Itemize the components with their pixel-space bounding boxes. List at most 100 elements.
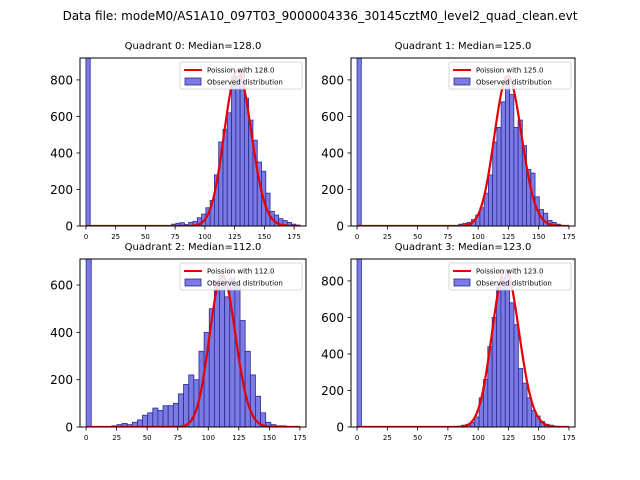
legend-bar-label: Observed distribution	[476, 79, 552, 87]
x-tick-label: 75	[443, 233, 452, 241]
y-tick-label: 0	[65, 220, 73, 234]
x-tick-label: 25	[111, 233, 120, 241]
quadrant-0-panel: 0 25 50 75 100 125 150 175 0 200 400 600 800 Quadrant…	[50, 41, 307, 241]
x-tick-label: 25	[112, 434, 121, 442]
y-tick-label: 0	[336, 220, 344, 234]
y-tick-label: 400	[50, 146, 73, 160]
x-tick-label: 175	[562, 434, 575, 442]
histogram-bar	[167, 405, 174, 427]
histogram-bar	[492, 141, 498, 226]
x-tick-label: 75	[171, 233, 180, 241]
y-tick-label: 600	[321, 311, 344, 325]
quadrant-2-panel: 0 25 50 75 100 125 150 175 0 200 400 600 Quadrant 2:…	[50, 242, 306, 442]
y-tick-label: 0	[336, 421, 344, 435]
y-tick-label: 200	[50, 183, 73, 197]
x-tick-label: 100	[202, 434, 215, 442]
legend-line-label: Poission with 128.0	[207, 67, 275, 75]
histogram-bar	[85, 259, 92, 427]
legend-box	[179, 61, 303, 90]
y-tick-label: 200	[321, 384, 344, 398]
histogram-bar	[255, 395, 261, 427]
axes-frame	[79, 57, 307, 227]
histogram-bar	[356, 58, 362, 226]
histogram-bar	[496, 284, 502, 427]
x-tick-label: 125	[228, 233, 241, 241]
x-tick-label: 0	[355, 233, 359, 241]
histogram-bar	[504, 269, 511, 427]
x-tick-label: 175	[562, 233, 575, 241]
histogram-bar	[260, 412, 267, 427]
legend-bar-label: Observed distribution	[207, 79, 283, 87]
x-tick-label: 150	[258, 233, 271, 241]
y-tick-label: 800	[321, 274, 344, 288]
subplot-title: Quadrant 3: Median=123.0	[395, 242, 532, 253]
histogram-bar	[513, 324, 519, 427]
poisson-curve	[357, 268, 569, 427]
y-tick-label: 0	[65, 421, 73, 435]
histogram-bar	[488, 174, 494, 226]
subplot-title: Quadrant 1: Median=125.0	[395, 41, 532, 52]
x-tick-label: 150	[532, 434, 545, 442]
x-tick-label: 100	[471, 233, 484, 241]
histogram-bar	[504, 75, 511, 226]
x-tick-label: 0	[84, 434, 88, 442]
y-tick-label: 800	[50, 73, 73, 87]
legend-bar-swatch	[453, 278, 471, 287]
x-tick-label: 100	[198, 233, 211, 241]
x-tick-label: 0	[84, 233, 88, 241]
histogram-bar	[235, 75, 241, 226]
histogram-bar	[500, 276, 506, 427]
histogram-bar	[356, 259, 362, 427]
histogram-bar	[172, 402, 179, 427]
y-tick-label: 400	[321, 347, 344, 361]
legend-bar-swatch	[453, 77, 471, 86]
histogram-bar	[226, 112, 232, 226]
legend-bar-label: Observed distribution	[207, 280, 283, 288]
histogram-bar	[513, 126, 519, 226]
y-tick-label: 600	[50, 110, 73, 124]
histogram-bar	[496, 126, 502, 226]
x-tick-label: 100	[471, 434, 484, 442]
y-tick-label: 600	[321, 110, 344, 124]
histogram-bar	[244, 350, 251, 427]
y-tick-label: 400	[50, 326, 73, 340]
x-tick-label: 125	[502, 233, 515, 241]
quadrant-3-panel: 0 25 50 75 100 125 150 175 0 200 400 600 800 Quadrant…	[321, 242, 576, 442]
x-tick-label: 125	[502, 434, 515, 442]
histogram-bar	[509, 94, 515, 226]
histogram-bar	[219, 275, 226, 427]
x-tick-label: 0	[355, 434, 359, 442]
legend-bar-swatch	[184, 278, 202, 287]
x-tick-label: 50	[413, 434, 422, 442]
x-tick-label: 50	[141, 233, 150, 241]
x-tick-label: 75	[173, 434, 182, 442]
histogram-bar	[500, 101, 506, 226]
histogram-bar	[239, 70, 245, 226]
histogram-bar	[483, 192, 489, 226]
legend-bar-swatch	[184, 77, 202, 86]
histogram-bar	[231, 75, 237, 226]
x-tick-label: 150	[263, 434, 276, 442]
legend-line-label: Poission with 125.0	[476, 67, 544, 75]
x-tick-label: 50	[413, 233, 422, 241]
x-tick-label: 175	[287, 233, 300, 241]
x-tick-label: 50	[143, 434, 152, 442]
x-tick-label: 25	[383, 434, 392, 442]
legend-bar-label: Observed distribution	[476, 280, 552, 288]
x-tick-label: 125	[232, 434, 245, 442]
y-tick-label: 600	[50, 279, 73, 293]
histogram-bar	[509, 302, 515, 427]
quadrant-1-panel: 0 25 50 75 100 125 150 175 0 200 400 600 800 Quadrant…	[321, 41, 576, 241]
x-tick-label: 150	[532, 233, 545, 241]
histogram-bar	[152, 407, 159, 427]
axes-frame	[350, 57, 576, 227]
legend-box	[448, 61, 572, 90]
legend-line-label: Poission with 112.0	[207, 268, 275, 276]
figure-title: Data file: modeM0/AS1A10_097T03_90000043…	[62, 9, 578, 23]
y-tick-label: 200	[321, 183, 344, 197]
x-tick-label: 25	[383, 233, 392, 241]
axes-frame	[350, 258, 576, 428]
histogram-bar	[517, 368, 524, 427]
y-tick-label: 800	[321, 73, 344, 87]
